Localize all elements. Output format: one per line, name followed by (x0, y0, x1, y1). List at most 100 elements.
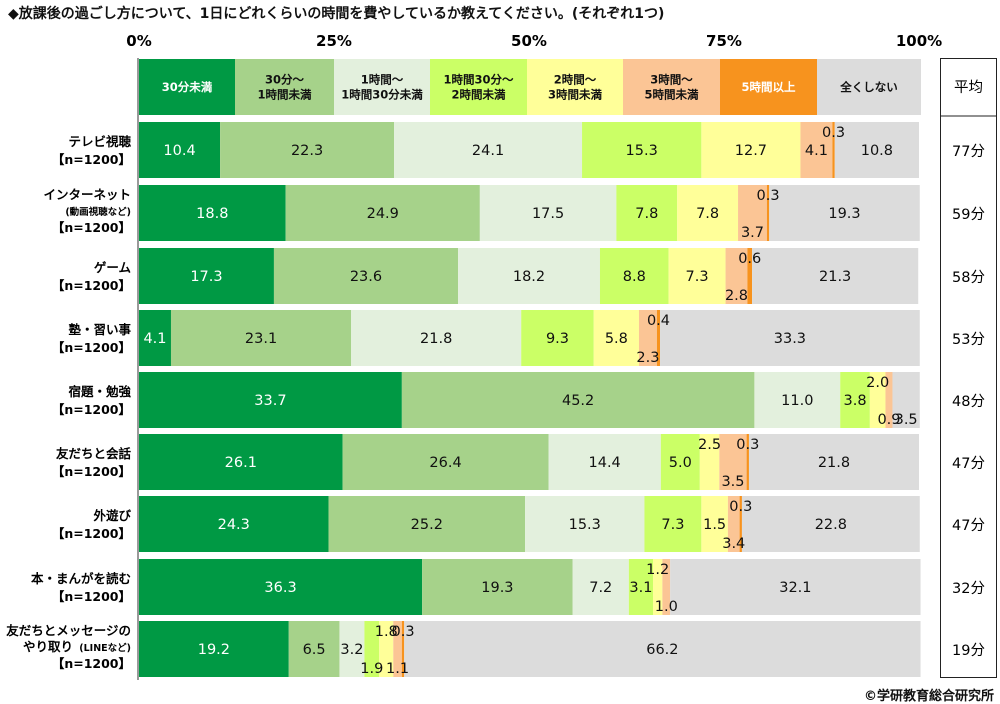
bar-segment (393, 621, 402, 677)
data-label: 19.2 (198, 642, 230, 658)
bar-segment (288, 621, 340, 677)
bar-segment (139, 248, 274, 304)
data-label: 3.5 (895, 412, 918, 428)
category-label: 外遊び (92, 508, 131, 523)
data-label: 1.9 (360, 661, 383, 677)
category-n: 【n=1200】 (52, 340, 131, 355)
bar-segment (725, 248, 748, 304)
category-sublabel: (動画視聴など) (65, 206, 131, 218)
average-value: 32分 (952, 580, 985, 597)
data-label: 7.3 (661, 517, 684, 533)
legend-label: 5時間以上 (741, 80, 796, 94)
data-label: 3.4 (722, 536, 745, 552)
data-label: 0.4 (647, 313, 670, 329)
bar-segment (525, 496, 645, 552)
data-label: 7.3 (686, 269, 709, 285)
bar-segment (422, 559, 573, 615)
data-label: 17.5 (532, 206, 564, 222)
data-label: 15.3 (569, 517, 601, 533)
data-label: 32.1 (779, 580, 811, 596)
data-label: 0.6 (738, 251, 761, 267)
legend-label: 1時間30分未満 (341, 88, 423, 102)
data-label: 24.9 (367, 206, 399, 222)
category-n: 【n=1200】 (52, 152, 131, 167)
x-tick-label: 75% (706, 32, 742, 50)
bar-segment (285, 185, 480, 241)
category-n: 【n=1200】 (52, 656, 131, 671)
data-label: 3.8 (844, 393, 867, 409)
data-label: 1.1 (386, 661, 409, 677)
data-label: 18.2 (513, 269, 545, 285)
bar-segment (660, 310, 920, 366)
bar-segment (379, 621, 394, 677)
data-label: 19.3 (828, 206, 860, 222)
bar-segment (521, 310, 594, 366)
legend-swatch (430, 59, 527, 115)
data-label: 33.7 (254, 393, 286, 409)
legend-label: 2時間～ (554, 73, 597, 87)
bar-segment (766, 185, 770, 241)
data-label: 5.8 (605, 331, 628, 347)
data-label: 1.5 (703, 517, 726, 533)
data-label: 25.2 (411, 517, 443, 533)
bar-segment (727, 496, 740, 552)
category-n: 【n=1200】 (52, 464, 131, 479)
bar-segment (139, 434, 343, 490)
data-label: 1.2 (646, 562, 669, 578)
data-label: 15.3 (626, 143, 658, 159)
category-n: 【n=1200】 (52, 220, 131, 235)
average-value: 59分 (952, 206, 985, 223)
average-value: 58分 (952, 269, 985, 286)
category-n: 【n=1200】 (52, 402, 131, 417)
legend-label: 1時間未満 (257, 88, 312, 102)
bar-segment (840, 372, 870, 428)
data-label: 33.3 (774, 331, 806, 347)
bar-segment (739, 496, 742, 552)
bar-segment (644, 496, 702, 552)
bar-segment (628, 559, 654, 615)
legend-swatch (235, 59, 334, 115)
x-tick-label: 100% (896, 32, 942, 50)
bar-segment (351, 310, 522, 366)
category-label: テレビ視聴 (68, 134, 131, 149)
legend-label: 全くしない (839, 80, 898, 94)
average-value: 48分 (952, 393, 985, 410)
x-tick-label: 50% (511, 32, 547, 50)
bar-segment (273, 248, 459, 304)
legend-swatch (623, 59, 720, 115)
bar-segment (328, 496, 526, 552)
data-label: 1.8 (375, 624, 398, 640)
data-label: 0.3 (736, 437, 759, 453)
category-label: 本・まんがを読む (31, 571, 131, 586)
category-label: 友だちと会話 (55, 446, 132, 461)
bar-segment (616, 185, 678, 241)
data-label: 2.8 (725, 288, 748, 304)
category-label: 塾・習い事 (68, 322, 131, 337)
bar-segment (394, 122, 583, 178)
legend-label: 30分～ (265, 73, 305, 87)
data-label: 4.1 (805, 143, 828, 159)
legend-label: 1時間～ (361, 73, 404, 87)
data-label: 19.3 (481, 580, 513, 596)
data-label: 21.8 (420, 331, 452, 347)
average-value: 19分 (952, 642, 985, 659)
bar-segment (139, 122, 221, 178)
bar-segment (582, 122, 702, 178)
x-tick-label: 0% (126, 32, 151, 50)
bar-segment (701, 496, 728, 552)
category-label-line2: やり取り (23, 639, 73, 654)
legend-swatch (334, 59, 430, 115)
data-label: 0.3 (391, 624, 414, 640)
bar-segment (139, 559, 423, 615)
data-label: 0.3 (729, 499, 752, 515)
legend-swatch (817, 59, 921, 115)
category-n: 【n=1200】 (52, 278, 131, 293)
data-label: 36.3 (264, 580, 296, 596)
bar-segment (741, 496, 920, 552)
bar-segment (701, 122, 801, 178)
data-label: 6.5 (303, 642, 326, 658)
data-label: 21.3 (819, 269, 851, 285)
data-label: 23.1 (245, 331, 277, 347)
data-label: 2.0 (866, 375, 889, 391)
